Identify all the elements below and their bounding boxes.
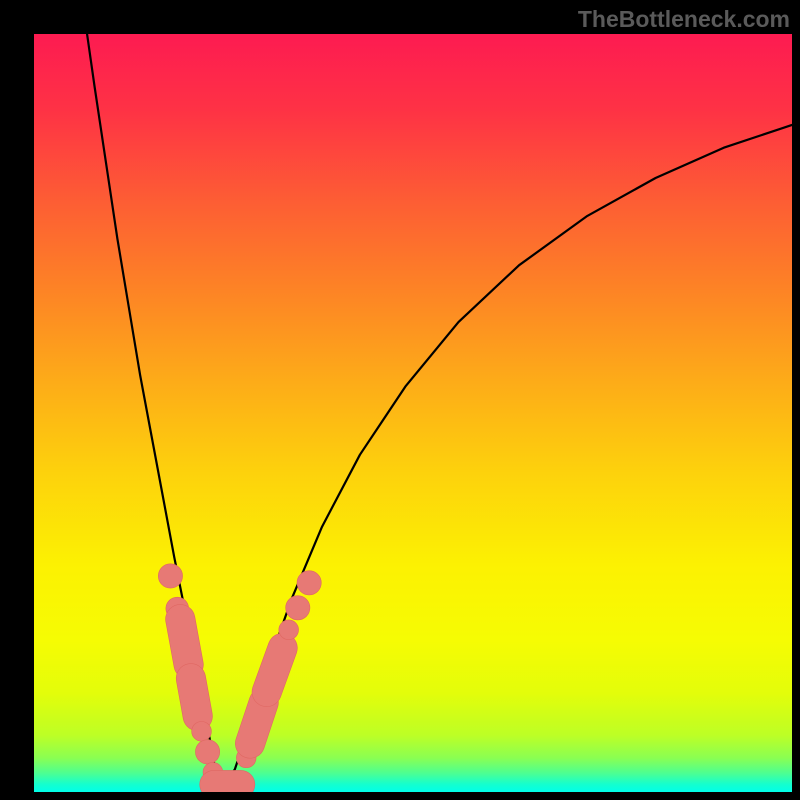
marker-dot <box>158 564 182 588</box>
marker-dot <box>279 620 299 640</box>
watermark-text: TheBottleneck.com <box>578 6 790 33</box>
marker-capsule <box>250 703 264 744</box>
plot-area <box>34 34 792 792</box>
marker-capsule <box>267 648 283 692</box>
marker-dot <box>195 740 219 764</box>
marker-dot <box>297 571 321 595</box>
marker-dot <box>192 722 212 742</box>
chart-svg <box>34 34 792 792</box>
marker-capsule <box>191 678 198 716</box>
marker-capsule <box>180 619 188 664</box>
marker-dot <box>286 596 310 620</box>
